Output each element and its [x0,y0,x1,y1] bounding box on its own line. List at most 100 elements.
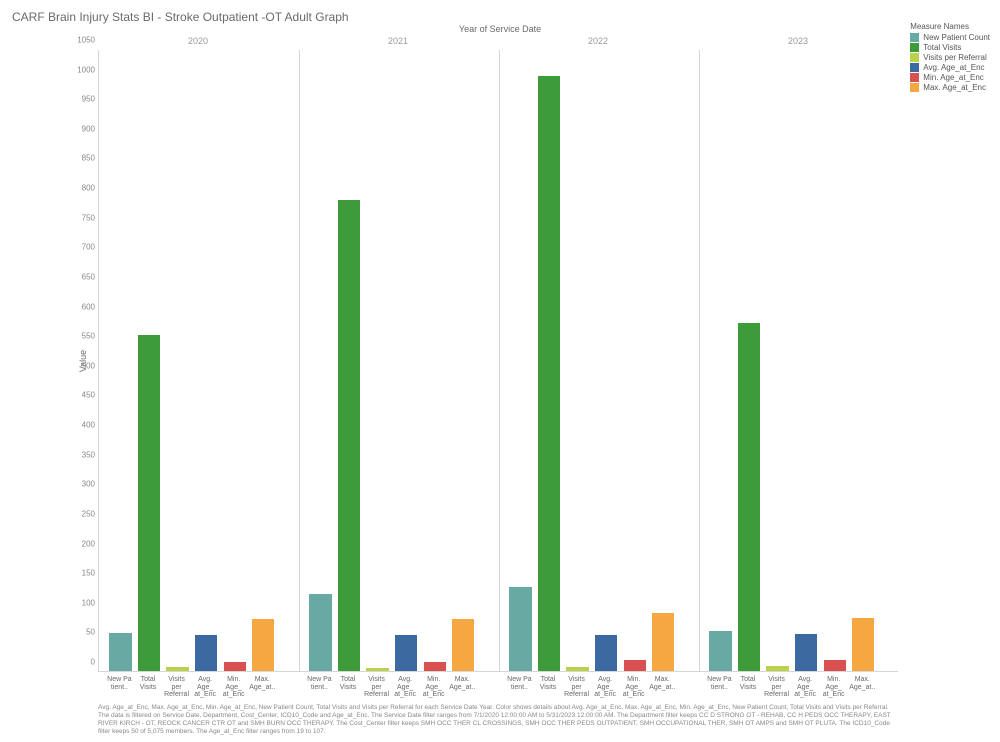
legend-item: New Patient Count [910,33,990,42]
legend-title: Measure Names [910,22,990,31]
y-tick-label: 700 [82,243,99,252]
bar [224,662,246,671]
x-tick-label: TotalVisits [334,676,362,691]
y-tick-label: 750 [82,213,99,222]
x-tick-label: TotalVisits [734,676,762,691]
bar [395,635,417,671]
legend-label: Max. Age_at_Enc [923,83,986,92]
legend-label: New Patient Count [923,33,990,42]
year-header: 2020 [188,36,208,46]
year-header: 2021 [388,36,408,46]
y-tick-label: 250 [82,509,99,518]
y-tick-label: 1050 [77,36,99,45]
y-tick-label: 150 [82,569,99,578]
bar [595,635,617,671]
x-tick-label: Visits perReferral [163,676,191,699]
year-header-row: 2020 2021 2022 2023 [0,36,1000,48]
panel-divider [699,50,700,671]
x-tick-label: Visits perReferral [763,676,791,699]
caption: Avg. Age_at_Enc, Max. Age_at_Enc, Min. A… [98,704,898,737]
x-tick-label: Max.Age_at.. [448,676,476,691]
panel-divider [299,50,300,671]
chart-container: CARF Brain Injury Stats BI - Stroke Outp… [0,0,1000,742]
x-tick-label: New Patient.. [505,676,533,691]
bar [709,631,731,671]
plot-area: 0501001502002503003504004505005506006507… [98,50,898,672]
x-tick-label: Avg. Age_at_Enc [591,676,619,699]
bar [252,619,274,671]
x-tick-label: Avg. Age_at_Enc [391,676,419,699]
x-tick-label: TotalVisits [534,676,562,691]
y-tick-label: 900 [82,124,99,133]
legend-label: Total Visits [923,43,961,52]
panel-divider [499,50,500,671]
x-tick-label: Max.Age_at.. [848,676,876,691]
legend-swatch [910,33,919,42]
y-tick-label: 950 [82,95,99,104]
y-tick-label: 600 [82,302,99,311]
year-header: 2022 [588,36,608,46]
y-tick-label: 550 [82,332,99,341]
y-tick-label: 100 [82,598,99,607]
x-tick-label: New Patient.. [705,676,733,691]
x-tick-label: TotalVisits [134,676,162,691]
legend-swatch [910,83,919,92]
x-tick-label: Visits perReferral [563,676,591,699]
y-tick-label: 0 [91,658,99,667]
y-tick-label: 650 [82,272,99,281]
bar [424,662,446,671]
x-tick-label: Avg. Age_at_Enc [191,676,219,699]
legend-swatch [910,73,919,82]
y-tick-label: 400 [82,421,99,430]
bar [452,619,474,671]
x-tick-label: Min. Age_at_Enc [420,676,448,699]
bar [309,594,331,671]
x-tick-label: Min. Age_at_Enc [620,676,648,699]
bar [795,634,817,671]
bar [166,667,188,671]
bar [566,667,588,671]
x-tick-label: Visits perReferral [363,676,391,699]
bar [824,660,846,671]
x-tick-label: Min. Age_at_Enc [220,676,248,699]
x-tick-label: Min. Age_at_Enc [820,676,848,699]
bar [338,200,360,671]
year-header: 2023 [788,36,808,46]
x-tick-label: Avg. Age_at_Enc [791,676,819,699]
bar [509,587,531,671]
legend-swatch [910,53,919,62]
bar [109,633,131,672]
legend-label: Min. Age_at_Enc [923,73,983,82]
legend-item: Visits per Referral [910,53,990,62]
legend-item: Max. Age_at_Enc [910,83,990,92]
bar [652,613,674,671]
bar [766,666,788,671]
legend-swatch [910,43,919,52]
y-tick-label: 300 [82,480,99,489]
bar [138,335,160,671]
x-tick-label: New Patient.. [305,676,333,691]
legend-item: Total Visits [910,43,990,52]
x-tick-label: Max.Age_at.. [648,676,676,691]
legend-label: Visits per Referral [923,53,986,62]
legend: Measure Names New Patient CountTotal Vis… [910,22,990,93]
bar [538,76,560,671]
y-tick-label: 800 [82,184,99,193]
legend-swatch [910,63,919,72]
x-tick-label: Max.Age_at.. [248,676,276,691]
chart-title: CARF Brain Injury Stats BI - Stroke Outp… [12,10,988,24]
bar [624,660,646,671]
y-tick-label: 50 [86,628,99,637]
y-tick-label: 350 [82,450,99,459]
legend-item: Min. Age_at_Enc [910,73,990,82]
bar [366,668,388,671]
bar [852,618,874,671]
bar [738,323,760,671]
y-tick-label: 850 [82,154,99,163]
y-tick-label: 500 [82,361,99,370]
x-super-header: Year of Service Date [0,24,1000,34]
bar [195,635,217,671]
legend-item: Avg. Age_at_Enc [910,63,990,72]
legend-label: Avg. Age_at_Enc [923,63,984,72]
y-tick-label: 450 [82,391,99,400]
